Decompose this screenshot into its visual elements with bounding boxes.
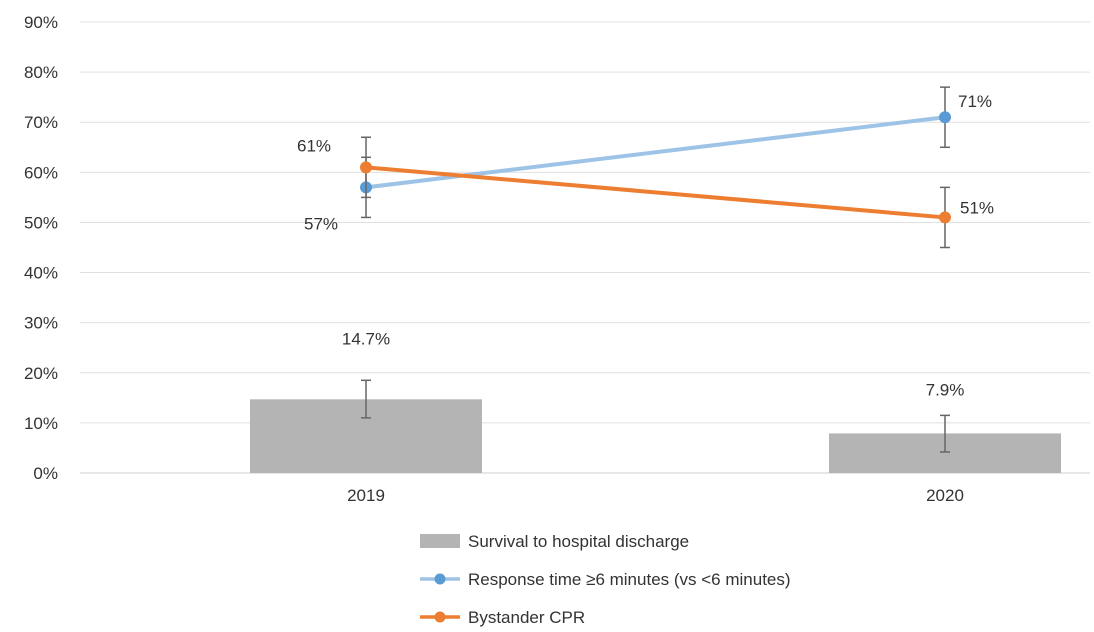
data-labels: 14.7% 7.9% 57% 71% 61% 51% [297, 92, 994, 399]
y-tick-label: 20% [24, 364, 58, 383]
data-label: 14.7% [342, 329, 390, 348]
y-tick-label: 90% [24, 13, 58, 32]
legend: Survival to hospital discharge Response t… [420, 532, 791, 627]
y-tick-label: 80% [24, 63, 58, 82]
data-label: 71% [958, 92, 992, 111]
legend-marker [434, 573, 446, 585]
y-tick-label: 60% [24, 163, 58, 182]
legend-swatch [420, 534, 460, 548]
series-point [360, 161, 372, 174]
data-label: 51% [960, 198, 994, 217]
x-axis: 2019 2020 [347, 486, 964, 505]
y-axis: 0% 10% 20% 30% 40% 50% 60% 70% 80% 90% [24, 13, 58, 483]
series-point [939, 111, 951, 124]
series-point [939, 211, 951, 224]
legend-label: Bystander CPR [468, 608, 585, 627]
x-tick-label: 2019 [347, 486, 385, 505]
bar-series [250, 379, 1061, 473]
x-tick-label: 2020 [926, 486, 964, 505]
legend-marker [434, 611, 446, 623]
data-label: 61% [297, 136, 331, 155]
y-tick-label: 70% [24, 113, 58, 132]
y-tick-label: 50% [24, 213, 58, 232]
legend-label: Survival to hospital discharge [468, 532, 689, 551]
legend-label: Response time ≥6 minutes (vs <6 minutes) [468, 570, 791, 589]
data-label: 57% [304, 214, 338, 233]
y-tick-label: 30% [24, 314, 58, 333]
gridlines [80, 21, 1090, 474]
series-line [364, 165, 947, 220]
y-tick-label: 10% [24, 414, 58, 433]
data-label: 7.9% [926, 380, 965, 399]
y-tick-label: 40% [24, 264, 58, 283]
line-series [360, 86, 951, 249]
y-tick-label: 0% [33, 464, 58, 483]
